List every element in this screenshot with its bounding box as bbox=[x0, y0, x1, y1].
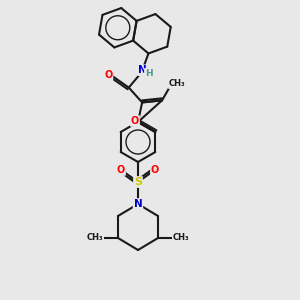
Text: S: S bbox=[134, 177, 142, 187]
Text: H: H bbox=[145, 69, 152, 78]
Text: CH₃: CH₃ bbox=[169, 79, 185, 88]
Text: O: O bbox=[104, 70, 112, 80]
Text: CH₃: CH₃ bbox=[87, 232, 103, 242]
Text: O: O bbox=[131, 116, 139, 126]
Text: N: N bbox=[134, 199, 142, 209]
Text: O: O bbox=[117, 165, 125, 175]
Text: CH₃: CH₃ bbox=[173, 232, 189, 242]
Text: O: O bbox=[151, 165, 159, 175]
Text: N: N bbox=[138, 65, 147, 75]
